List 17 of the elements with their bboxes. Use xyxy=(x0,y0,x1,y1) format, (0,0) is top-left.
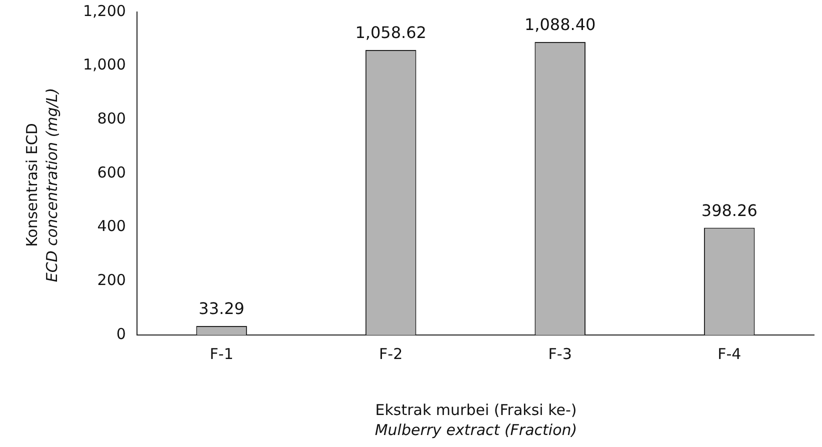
y-axis-title: Konsentrasi ECD ECD concentration (mg/L) xyxy=(22,86,62,284)
y-tick-label: 600 xyxy=(97,163,126,182)
x-tick-label: F-1 xyxy=(210,344,234,363)
data-label: 33.29 xyxy=(198,299,244,318)
x-axis-title: Ekstrak murbei (Fraksi ke-) Mulberry extract (Fraction) xyxy=(374,400,578,440)
y-tick-label: 1,200 xyxy=(82,2,126,20)
y-tick-label: 400 xyxy=(97,217,126,236)
y-tick-label: 800 xyxy=(97,110,126,128)
y-tick-label: 1,000 xyxy=(82,56,126,74)
data-label: 1,088.40 xyxy=(524,15,596,34)
y-tick-label: 0 xyxy=(116,324,126,343)
data-label: 398.26 xyxy=(701,200,758,220)
y-tick-label: 200 xyxy=(97,271,126,290)
x-tick-label: F-3 xyxy=(548,344,572,363)
x-tick-label: F-4 xyxy=(718,344,742,363)
data-label: 1,058.62 xyxy=(355,23,426,42)
x-tick-label: F-2 xyxy=(379,344,403,363)
